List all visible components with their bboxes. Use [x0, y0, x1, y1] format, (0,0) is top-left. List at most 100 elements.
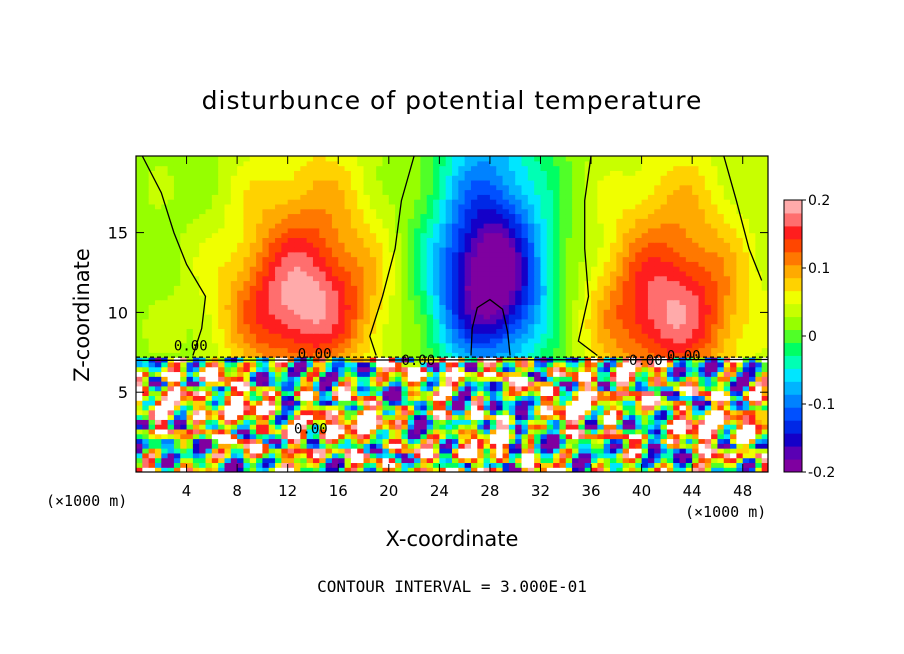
field-cell: [262, 266, 270, 272]
field-cell: [363, 246, 371, 253]
field-cell: [294, 352, 301, 358]
field-cell: [755, 266, 763, 272]
field-cell: [679, 280, 687, 286]
field-cell: [388, 337, 396, 344]
field-cell: [180, 361, 188, 368]
field-cell: [281, 448, 289, 454]
field-cell: [628, 270, 636, 277]
field-cell: [395, 347, 403, 353]
field-cell: [186, 361, 194, 368]
field-cell: [692, 352, 700, 358]
field-cell: [186, 457, 194, 464]
field-cell: [275, 400, 282, 406]
field-cell: [534, 424, 542, 430]
field-cell: [414, 270, 421, 277]
field-cell: [275, 251, 282, 258]
field-cell: [414, 314, 421, 320]
field-cell: [331, 242, 339, 248]
field-cell: [534, 242, 542, 248]
field-cell: [660, 299, 668, 306]
field-cell: [584, 337, 592, 344]
field-cell: [312, 347, 320, 353]
field-cell: [300, 314, 308, 320]
field-cell: [319, 299, 327, 306]
field-cell: [496, 314, 504, 320]
field-cell: [698, 318, 706, 325]
field-cell: [306, 381, 314, 387]
field-cell: [369, 381, 377, 387]
field-cell: [357, 318, 365, 325]
field-cell: [458, 280, 466, 286]
field-cell: [249, 443, 257, 449]
field-cell: [553, 395, 561, 401]
field-cell: [477, 381, 485, 387]
field-cell: [211, 390, 219, 396]
field-cell: [388, 467, 396, 472]
field-cell: [666, 390, 674, 396]
field-cell: [306, 294, 314, 301]
field-cell: [464, 337, 472, 344]
field-cell: [452, 452, 459, 459]
field-cell: [230, 337, 238, 344]
field-cell: [616, 424, 624, 430]
field-cell: [685, 270, 693, 277]
field-cell: [325, 318, 333, 325]
field-cell: [521, 361, 529, 368]
field-cell: [414, 299, 421, 306]
field-cell: [711, 318, 719, 325]
field-cell: [704, 309, 712, 315]
field-cell: [395, 337, 403, 344]
field-cell: [281, 443, 289, 449]
field-cell: [180, 347, 188, 353]
field-cell: [610, 270, 617, 277]
field-cell: [489, 246, 497, 253]
field-cell: [660, 438, 668, 444]
field-cell: [679, 251, 687, 258]
field-cell: [395, 294, 403, 301]
field-cell: [167, 381, 175, 387]
field-cell: [433, 419, 440, 425]
field-cell: [173, 275, 181, 282]
field-cell: [338, 371, 346, 377]
field-cell: [527, 318, 535, 325]
field-cell: [704, 428, 712, 435]
field-cell: [256, 246, 263, 253]
field-cell: [464, 242, 472, 248]
field-cell: [521, 438, 529, 444]
field-cell: [148, 318, 156, 325]
field-cell: [395, 270, 403, 277]
field-cell: [420, 328, 428, 334]
field-cell: [433, 333, 440, 339]
field-cell: [496, 251, 504, 258]
field-cell: [711, 270, 719, 277]
field-cell: [628, 347, 636, 353]
field-cell: [230, 390, 238, 396]
field-cell: [578, 452, 586, 459]
field-cell: [666, 266, 674, 272]
field-cell: [527, 309, 535, 315]
field-cell: [559, 424, 567, 430]
field-cell: [603, 309, 611, 315]
field-cell: [565, 337, 573, 344]
field-cell: [268, 400, 276, 406]
field-cell: [281, 266, 289, 272]
field-cell: [218, 448, 226, 454]
field-cell: [262, 309, 270, 315]
field-cell: [395, 232, 403, 238]
field-cell: [641, 457, 649, 464]
field-cell: [262, 361, 270, 368]
field-cell: [584, 462, 592, 468]
field-cell: [180, 448, 188, 454]
field-cell: [736, 246, 744, 253]
field-cell: [325, 385, 333, 392]
field-cell: [325, 371, 333, 377]
field-cell: [331, 433, 339, 440]
field-cell: [698, 266, 706, 272]
field-cell: [281, 424, 289, 430]
field-cell: [711, 400, 719, 406]
field-cell: [312, 342, 320, 349]
field-cell: [502, 328, 510, 334]
field-cell: [224, 414, 232, 420]
field-cell: [666, 270, 674, 277]
field-cell: [578, 285, 586, 291]
